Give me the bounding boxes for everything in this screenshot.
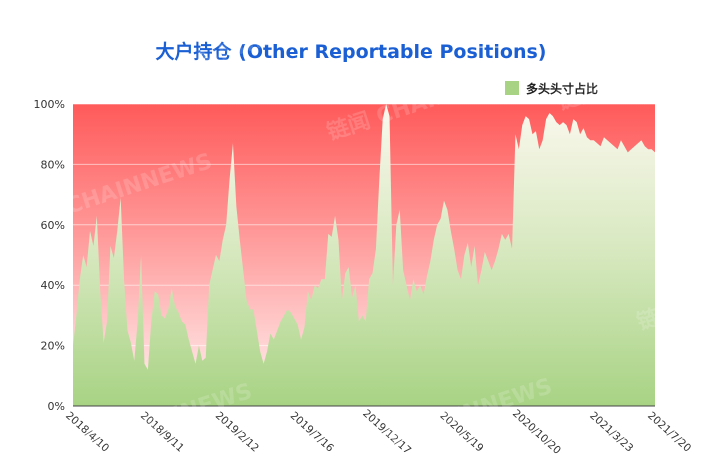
y-tick-label: 40%: [41, 279, 65, 292]
watermark-text: 链闻 CHAINNEWS: [554, 28, 702, 116]
x-tick-label: 2020/10/20: [510, 407, 563, 456]
y-tick-label: 20%: [41, 340, 65, 353]
y-tick-label: 80%: [41, 158, 65, 171]
x-tick-label: 2021/7/20: [645, 410, 693, 455]
legend-label: 多头头寸占比: [526, 81, 598, 96]
chart-title: 大户持仓 (Other Reportable Positions): [156, 40, 547, 63]
y-tick-label: 0%: [48, 400, 65, 413]
y-tick-label: 100%: [34, 98, 65, 111]
y-axis-ticks: 0% 20% 40% 60% 80% 100%: [34, 98, 65, 413]
legend-swatch: [505, 81, 519, 95]
series-area: [73, 104, 655, 406]
y-tick-label: 60%: [41, 219, 65, 232]
x-tick-label: 2019/7/16: [288, 410, 336, 455]
x-tick-label: 2019/2/12: [213, 410, 261, 455]
x-tick-label: 2021/3/23: [587, 410, 635, 455]
